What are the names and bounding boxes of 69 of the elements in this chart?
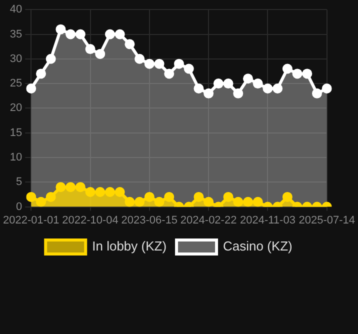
point [194,192,204,202]
point [85,187,96,198]
point [223,78,234,89]
point [75,29,86,40]
point [164,192,174,202]
x-tick-label: 2024-02-22 [180,214,237,226]
x-tick-label: 2024-11-03 [240,214,296,226]
y-tick-label: 0 [16,200,22,213]
y-tick-label: 5 [16,176,22,188]
legend-label: In lobby (KZ) [92,238,167,254]
y-tick-label: 25 [10,78,22,90]
point [124,39,135,50]
point [223,192,234,202]
point [302,68,312,79]
point [164,68,174,79]
y-tick-label: 20 [10,102,22,114]
point [174,58,184,69]
point [66,29,76,40]
point [36,196,46,207]
point [95,187,106,198]
point [154,58,164,69]
point [252,78,263,89]
y-tick-label: 10 [10,152,22,164]
point [233,196,244,207]
legend-label: Casino (KZ) [223,238,292,254]
point [154,196,164,207]
point [36,68,46,79]
point [56,182,66,192]
point [282,192,292,202]
point [312,88,322,98]
point [252,196,263,207]
point [66,182,76,192]
point [26,192,36,202]
point [184,64,194,74]
point [292,68,302,79]
point [272,83,283,94]
point [95,48,106,59]
point [144,58,154,69]
point [46,192,56,202]
point [75,182,86,192]
point [322,83,332,94]
point [104,29,115,40]
point [243,74,254,84]
point [282,64,292,74]
point [46,54,56,64]
point [114,187,125,198]
point [124,196,135,207]
x-tick-label: 2022-01-01 [2,214,60,226]
y-tick-label: 40 [10,4,22,16]
point [213,78,224,89]
point [114,29,125,40]
point [204,196,214,207]
point [85,44,96,54]
point [56,24,66,34]
y-tick-label: 30 [10,52,22,65]
point [104,187,115,198]
point [204,88,214,98]
point [194,83,204,94]
y-tick-label: 15 [10,126,22,139]
x-tick-label: 2023-06-15 [121,214,178,226]
point [262,83,273,94]
y-tick-label: 35 [10,28,22,40]
point [144,192,154,202]
x-tick-label: 2022-10-04 [62,214,118,226]
point [233,88,244,98]
x-tick-label: 2025-07-14 [298,214,356,226]
point [243,196,254,207]
point [134,196,145,207]
point [134,54,145,64]
